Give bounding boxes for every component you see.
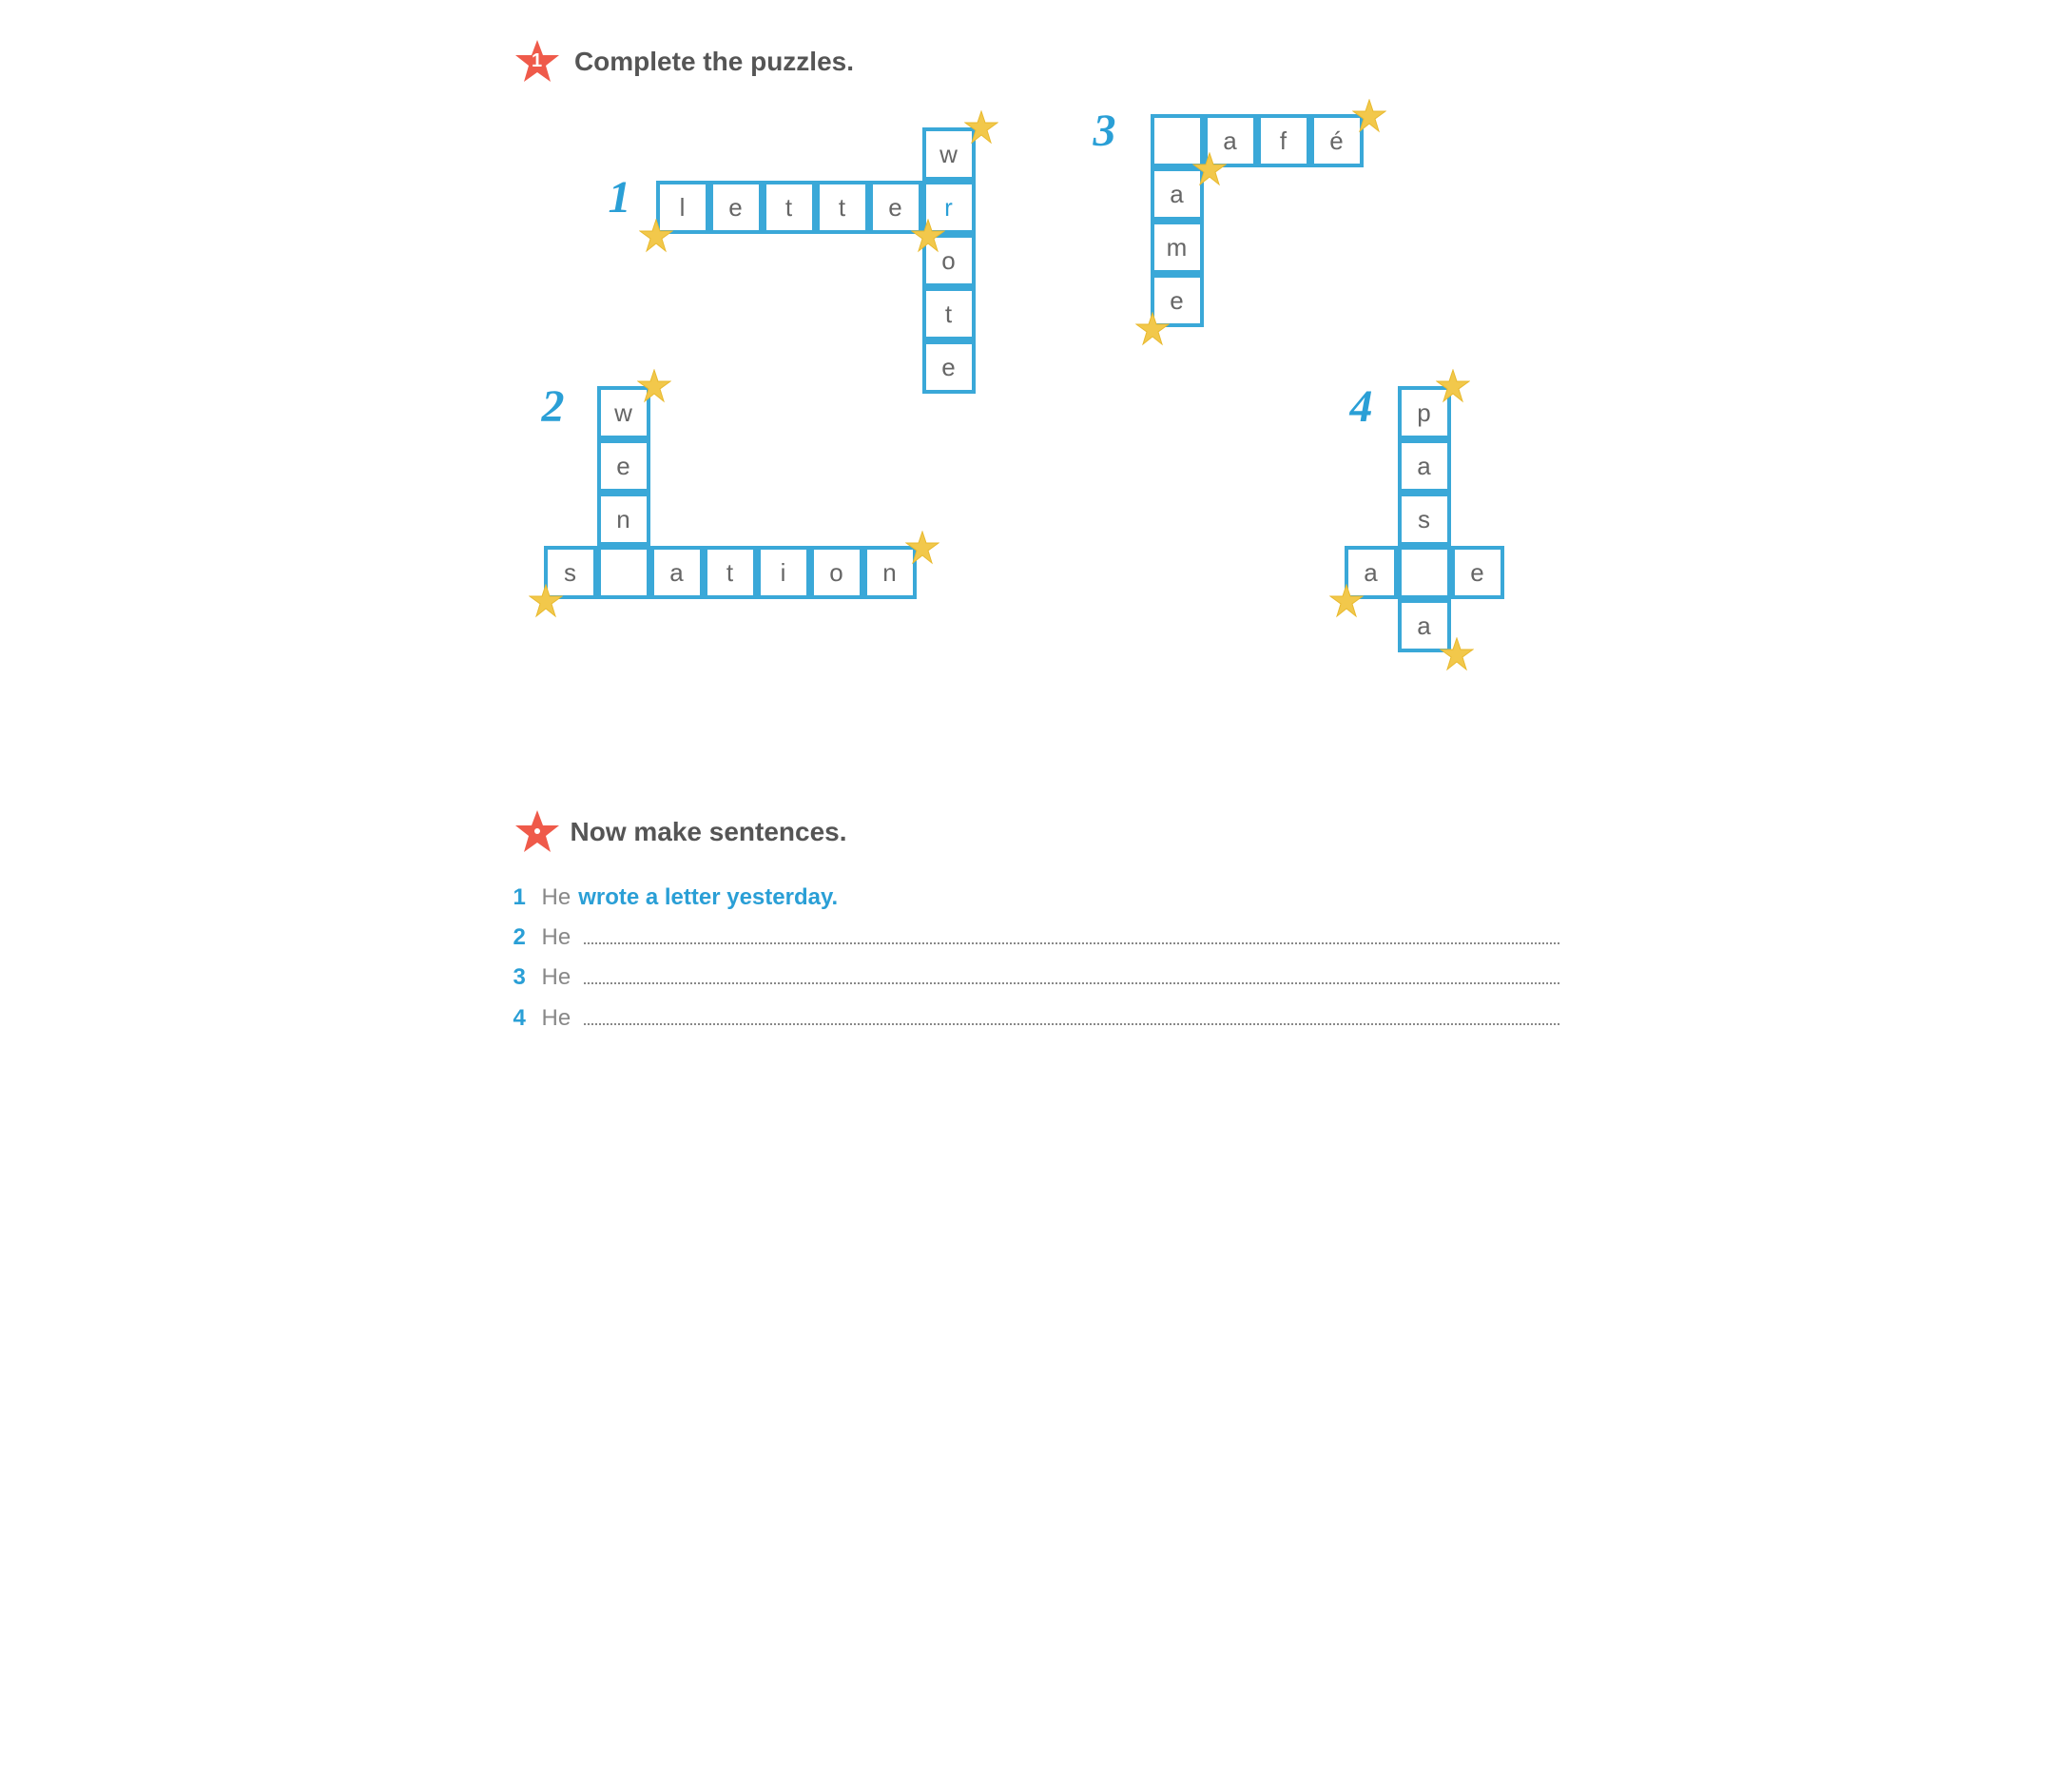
crossword-cell[interactable]: t xyxy=(704,546,757,599)
star-icon xyxy=(1135,312,1170,346)
star-icon xyxy=(1352,99,1386,133)
sentence-line: 3He xyxy=(513,964,1559,991)
star-icon xyxy=(905,531,939,565)
fill-in-blank[interactable] xyxy=(584,964,1559,984)
sentence-line: 1He wrote a letter yesterday. xyxy=(513,884,1559,911)
crossword-cell[interactable]: e xyxy=(597,439,650,493)
sentence-prefix: He xyxy=(542,964,571,991)
crossword-cell[interactable]: i xyxy=(757,546,810,599)
crossword-cell[interactable]: e xyxy=(1451,546,1504,599)
star-icon xyxy=(911,219,945,253)
crossword-cell[interactable]: o xyxy=(810,546,863,599)
exercise-badge-star: 1 xyxy=(513,38,561,86)
star-icon xyxy=(1436,369,1470,403)
exercise-header: 1 Complete the puzzles. xyxy=(513,38,1559,86)
sentence-number: 2 xyxy=(513,924,542,951)
star-icon xyxy=(964,110,998,145)
sentence-answer: wrote a letter yesterday. xyxy=(578,884,838,911)
sentence-prefix: He xyxy=(542,1005,571,1032)
star-icon xyxy=(637,369,671,403)
worksheet-page: 1 Complete the puzzles. 1letterwote2wens… xyxy=(513,38,1559,1032)
exercise-number: 1 xyxy=(532,50,542,72)
star-icon xyxy=(1440,637,1474,671)
fill-in-blank[interactable] xyxy=(584,1004,1559,1024)
crossword-cell[interactable]: e xyxy=(709,181,763,234)
crossword-cell[interactable]: a xyxy=(650,546,704,599)
puzzle-number: 4 xyxy=(1350,380,1373,433)
star-icon xyxy=(529,584,563,618)
crossword-cell[interactable]: f xyxy=(1257,114,1310,167)
crossword-cell[interactable]: a xyxy=(1398,439,1451,493)
crossword-cell[interactable]: t xyxy=(763,181,816,234)
puzzle-number: 3 xyxy=(1094,105,1116,157)
sentence-line: 2He xyxy=(513,924,1559,951)
puzzle-number: 2 xyxy=(542,380,565,433)
sentence-number: 3 xyxy=(513,964,542,991)
star-icon xyxy=(1192,152,1227,186)
star-icon xyxy=(639,219,673,253)
crossword-cell[interactable] xyxy=(1398,546,1451,599)
puzzle-area: 1letterwote2wensation3aféame4pasaea xyxy=(513,105,1559,789)
sub-title: Now make sentences. xyxy=(571,817,847,847)
puzzle-number: 1 xyxy=(609,171,631,223)
sentence-prefix: He xyxy=(542,924,571,951)
star-icon xyxy=(1329,584,1364,618)
sentence-prefix: He xyxy=(542,884,571,911)
crossword-cell[interactable] xyxy=(597,546,650,599)
crossword-cell[interactable]: m xyxy=(1151,221,1204,274)
sentences-block: 1Hewrote a letter yesterday.2He3He4He xyxy=(513,884,1559,1032)
exercise-title: Complete the puzzles. xyxy=(574,47,854,76)
crossword-cell[interactable]: e xyxy=(922,340,976,394)
crossword-cell[interactable]: t xyxy=(922,287,976,340)
sub-badge-star xyxy=(513,808,561,856)
fill-in-blank[interactable] xyxy=(584,924,1559,944)
crossword-cell[interactable]: s xyxy=(1398,493,1451,546)
crossword-cell[interactable]: n xyxy=(597,493,650,546)
sub-header: Now make sentences. xyxy=(513,808,1559,856)
sentence-number: 1 xyxy=(513,884,542,911)
sentence-number: 4 xyxy=(513,1005,542,1032)
sentence-line: 4He xyxy=(513,1004,1559,1031)
crossword-cell[interactable]: t xyxy=(816,181,869,234)
